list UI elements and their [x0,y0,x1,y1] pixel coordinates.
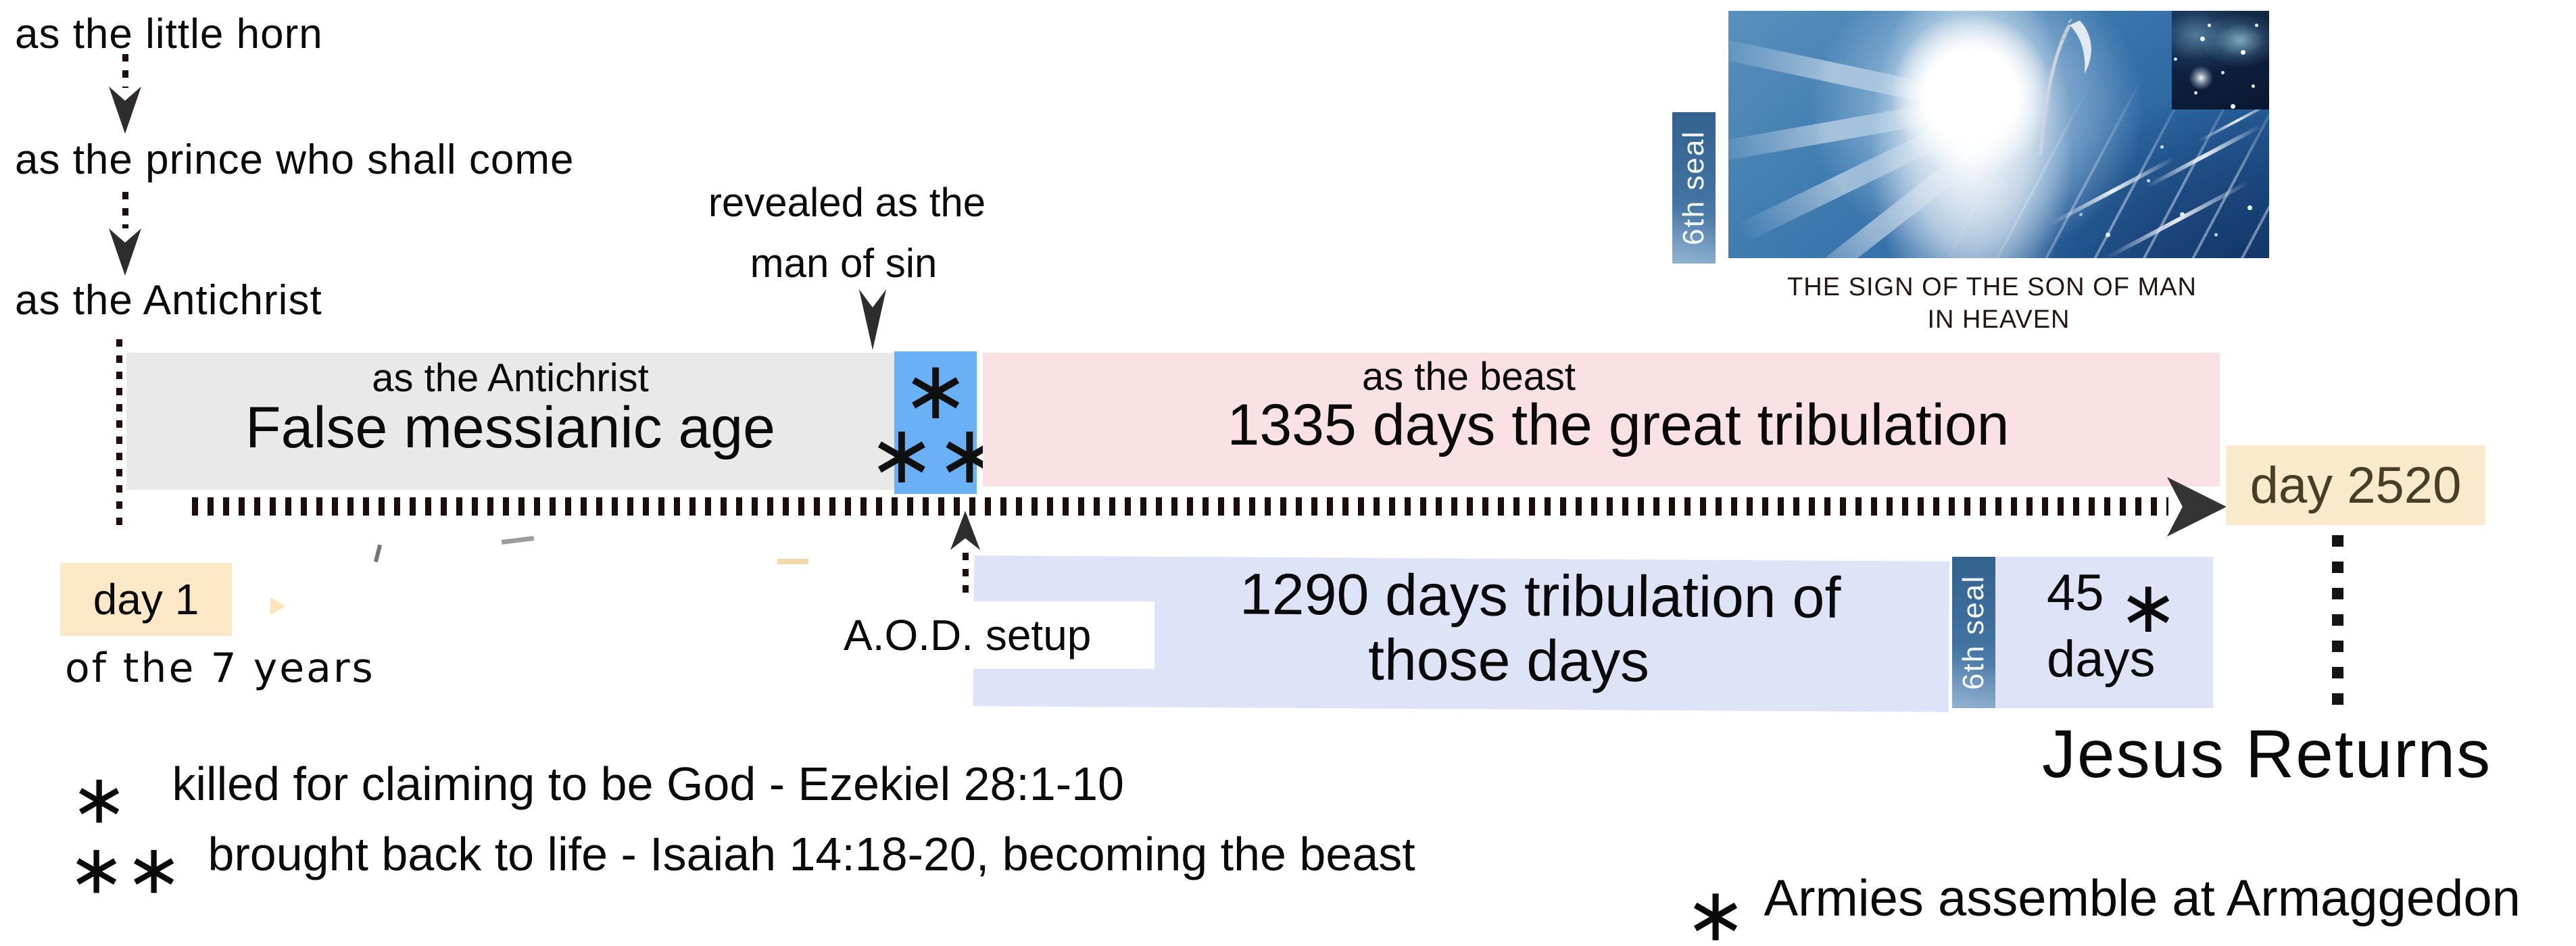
false-age-title: False messianic age [245,395,775,460]
trib-1290-line2: those days [1367,627,1650,695]
day-1-label: day 1 [93,575,199,624]
beast-subtitle: as the beast [1362,355,1576,399]
erased-arrow-artifact [270,597,285,615]
asterisk-icon: ∗ [1684,873,1747,946]
erased-highlight-artifact [777,559,808,564]
label-antichrist: as the Antichrist [15,277,322,324]
erased-text-artifact [373,544,383,563]
image-caption-line2: IN HEAVEN [1927,305,2070,334]
arrow-down-icon [109,86,141,134]
dotted-connector-aod [963,553,969,597]
armageddon-asterisk: ∗ [2118,566,2179,647]
days-45-value: 45 [2047,564,2104,622]
arrow-down-icon [858,289,887,350]
dotted-connector-1 [122,54,128,88]
sixth-seal-tag-timeline: 6th seal [1952,557,1995,708]
days-45-box: 45 ∗ days [1995,557,2213,708]
false-messianic-age-box: as the Antichrist False messianic age [126,353,894,490]
dotted-line-jesus-returns [2332,535,2343,716]
dotted-connector-2 [122,192,128,228]
timeline-dotted-line [192,497,2168,516]
arrow-down-icon [109,228,141,276]
great-tribulation-box: as the beast 1335 days the great tribula… [983,353,2220,487]
erased-text-artifact [501,536,535,545]
killed-asterisk: ∗ [901,345,970,436]
asterisk-icon: ∗ [70,760,128,838]
day-1-subtitle: of the 7 years [65,645,375,692]
aod-setup-label: A.O.D. setup [837,601,1155,669]
image-caption-line1: THE SIGN OF THE SON OF MAN [1787,273,2197,301]
dotted-line-day1 [116,339,122,527]
label-little-horn: as the little horn [15,11,323,57]
armies-note: ∗ Armies assemble at Armaggedon [1684,870,2521,946]
sixth-seal-tag-image: 6th seal [1672,112,1716,264]
days-45-line2: days [2047,630,2156,688]
day-1-box: day 1 [60,563,232,636]
label-revealed-line2: man of sin [750,241,938,286]
scythe-sign-icon [2039,18,2091,155]
label-prince: as the prince who shall come [15,136,575,183]
label-revealed-line1: revealed as the [708,180,986,225]
footnote-revived-text: brought back to life - Isaiah 14:18-20, … [208,828,1415,880]
armies-note-text: Armies assemble at Armaggedon [1764,870,2521,927]
nebula-patch [2172,11,2269,110]
beast-title: 1335 days the great tribulation [1227,393,2010,457]
man-of-sin-marker-box: ∗ ∗∗ [867,345,1003,495]
revived-asterisk: ∗∗ [867,409,1004,500]
double-asterisk-icon: ∗∗ [68,830,183,908]
day-2520-box: day 2520 [2226,445,2485,525]
footnote-revived: ∗∗ brought back to life - Isaiah 14:18-2… [68,828,1415,903]
footnote-killed-text: killed for claiming to be God - Ezekiel … [172,757,1124,810]
day-2520-label: day 2520 [2250,456,2462,514]
aod-setup-text: A.O.D. setup [844,611,1092,659]
trib-1290-line1: 1290 days tribulation of [1239,562,1841,630]
footnote-killed: ∗ killed for claiming to be God - Ezekie… [70,757,1124,833]
son-of-man-image [1728,11,2269,258]
false-age-subtitle: as the Antichrist [372,356,649,400]
arrow-up-icon [950,511,981,550]
days-45-line1: 45 ∗ [2047,564,2179,643]
jesus-returns-label: Jesus Returns [2042,716,2492,792]
star-field [1728,11,1730,13]
